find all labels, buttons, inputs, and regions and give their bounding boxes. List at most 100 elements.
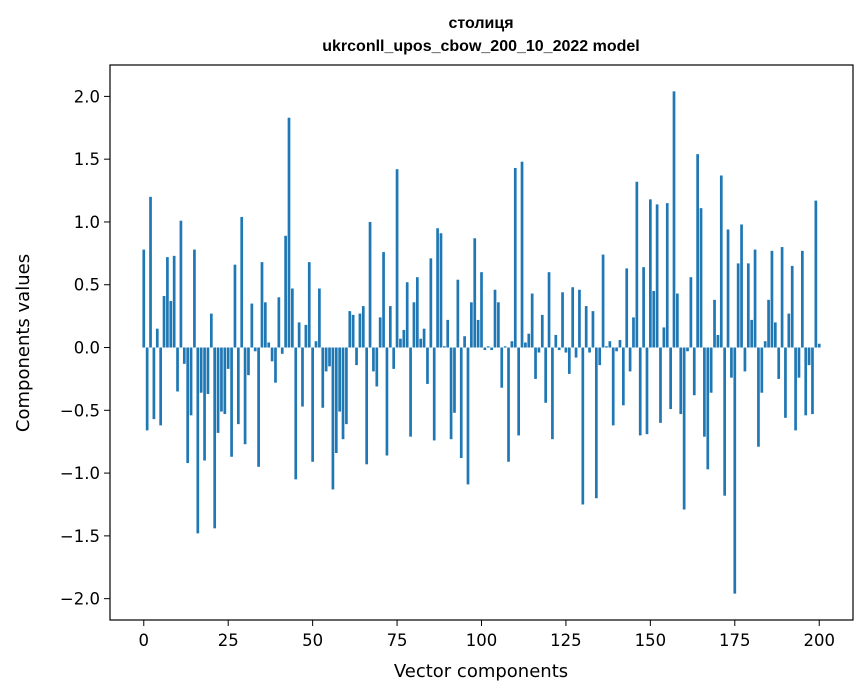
bar-168 [709,347,713,393]
bar-21 [213,347,217,529]
bar-133 [591,311,595,348]
x-tick-label: 25 [218,631,239,650]
bar-89 [443,346,446,348]
bar-191 [787,313,791,348]
y-tick-label: −1.5 [60,527,100,546]
bar-49 [307,262,311,348]
y-tick-label: 2.0 [74,87,100,106]
bar-0 [142,249,146,348]
x-axis-ticks: 0 25 50 75 100 125 150 175 200 [139,620,835,650]
bar-55 [328,347,331,367]
bar-8 [169,301,173,348]
bar-39 [274,347,277,383]
bar-87 [436,228,439,348]
bar-88 [439,233,443,348]
bar-141 [618,339,622,348]
bar-129 [578,289,581,348]
bar-96 [466,347,470,485]
bar-187 [773,322,777,348]
bar-77 [402,329,406,348]
bar-44 [291,288,294,348]
x-axis-label: Vector components [394,661,568,682]
bar-6 [162,296,166,348]
bar-52 [318,288,321,348]
bar-130 [581,347,585,505]
bar-33 [253,347,257,352]
bar-162 [689,277,693,348]
bar-180 [750,319,754,348]
bar-17 [199,347,203,393]
bar-106 [500,347,504,388]
bar-53 [321,347,325,408]
x-tick-label: 125 [550,631,582,650]
bar-194 [797,347,801,378]
bars-group [142,91,821,594]
bar-84 [426,347,429,384]
bar-165 [699,208,703,348]
bar-66 [365,347,369,465]
bar-177 [740,224,743,348]
bar-23 [220,347,223,412]
bar-73 [388,306,392,348]
bar-107 [503,346,507,348]
bar-59 [341,347,345,440]
bar-9 [172,255,176,348]
y-tick-label: −1.0 [60,464,100,483]
bar-91 [449,347,453,440]
bar-131 [584,306,588,348]
bar-22 [216,347,220,433]
y-axis-ticks: −2.0 −1.5 −1.0 −0.5 0.0 0.5 1.0 1.5 2.0 [60,87,110,609]
bar-184 [763,341,767,348]
bar-167 [706,347,710,470]
bar-4 [155,328,159,348]
bar-199 [814,200,818,348]
y-tick-label: 0.0 [74,339,100,358]
bar-176 [736,263,740,348]
bar-99 [476,319,480,348]
bar-50 [311,347,314,462]
bar-186 [770,250,774,348]
bar-35 [260,262,264,348]
bar-26 [230,347,233,457]
bar-74 [392,347,396,369]
bar-3 [152,347,156,420]
x-tick-label: 200 [803,631,835,650]
y-tick-label: 1.5 [74,150,100,169]
bar-105 [497,302,500,348]
bar-117 [537,347,541,353]
bar-24 [223,347,227,415]
chart-title: столиця [448,15,513,32]
bar-160 [682,347,686,510]
bar-81 [415,277,419,348]
bar-197 [807,347,811,366]
x-tick-label: 100 [466,631,498,650]
bar-57 [334,347,338,453]
bar-79 [409,347,412,437]
bar-158 [676,293,679,348]
bar-80 [412,302,416,348]
bar-51 [314,341,318,348]
bar-31 [247,347,250,376]
bar-111 [517,347,520,436]
bar-60 [345,347,348,425]
bar-67 [368,221,372,348]
bar-139 [611,347,615,426]
bar-102 [486,346,490,348]
bar-196 [804,347,808,416]
bar-149 [645,347,649,435]
bar-126 [567,347,571,374]
bar-20 [209,313,213,348]
bar-121 [551,347,554,440]
bar-155 [665,203,669,348]
plot-frame [109,64,854,621]
bar-138 [608,341,612,348]
chart-subtitle: ukrconll_upos_cbow_200_10_2022 model [322,38,639,55]
bar-125 [564,347,568,353]
bar-47 [301,347,304,407]
bar-93 [456,279,460,348]
bar-63 [355,347,358,366]
bar-152 [655,204,659,348]
bar-11 [179,220,183,348]
bar-128 [574,347,578,358]
